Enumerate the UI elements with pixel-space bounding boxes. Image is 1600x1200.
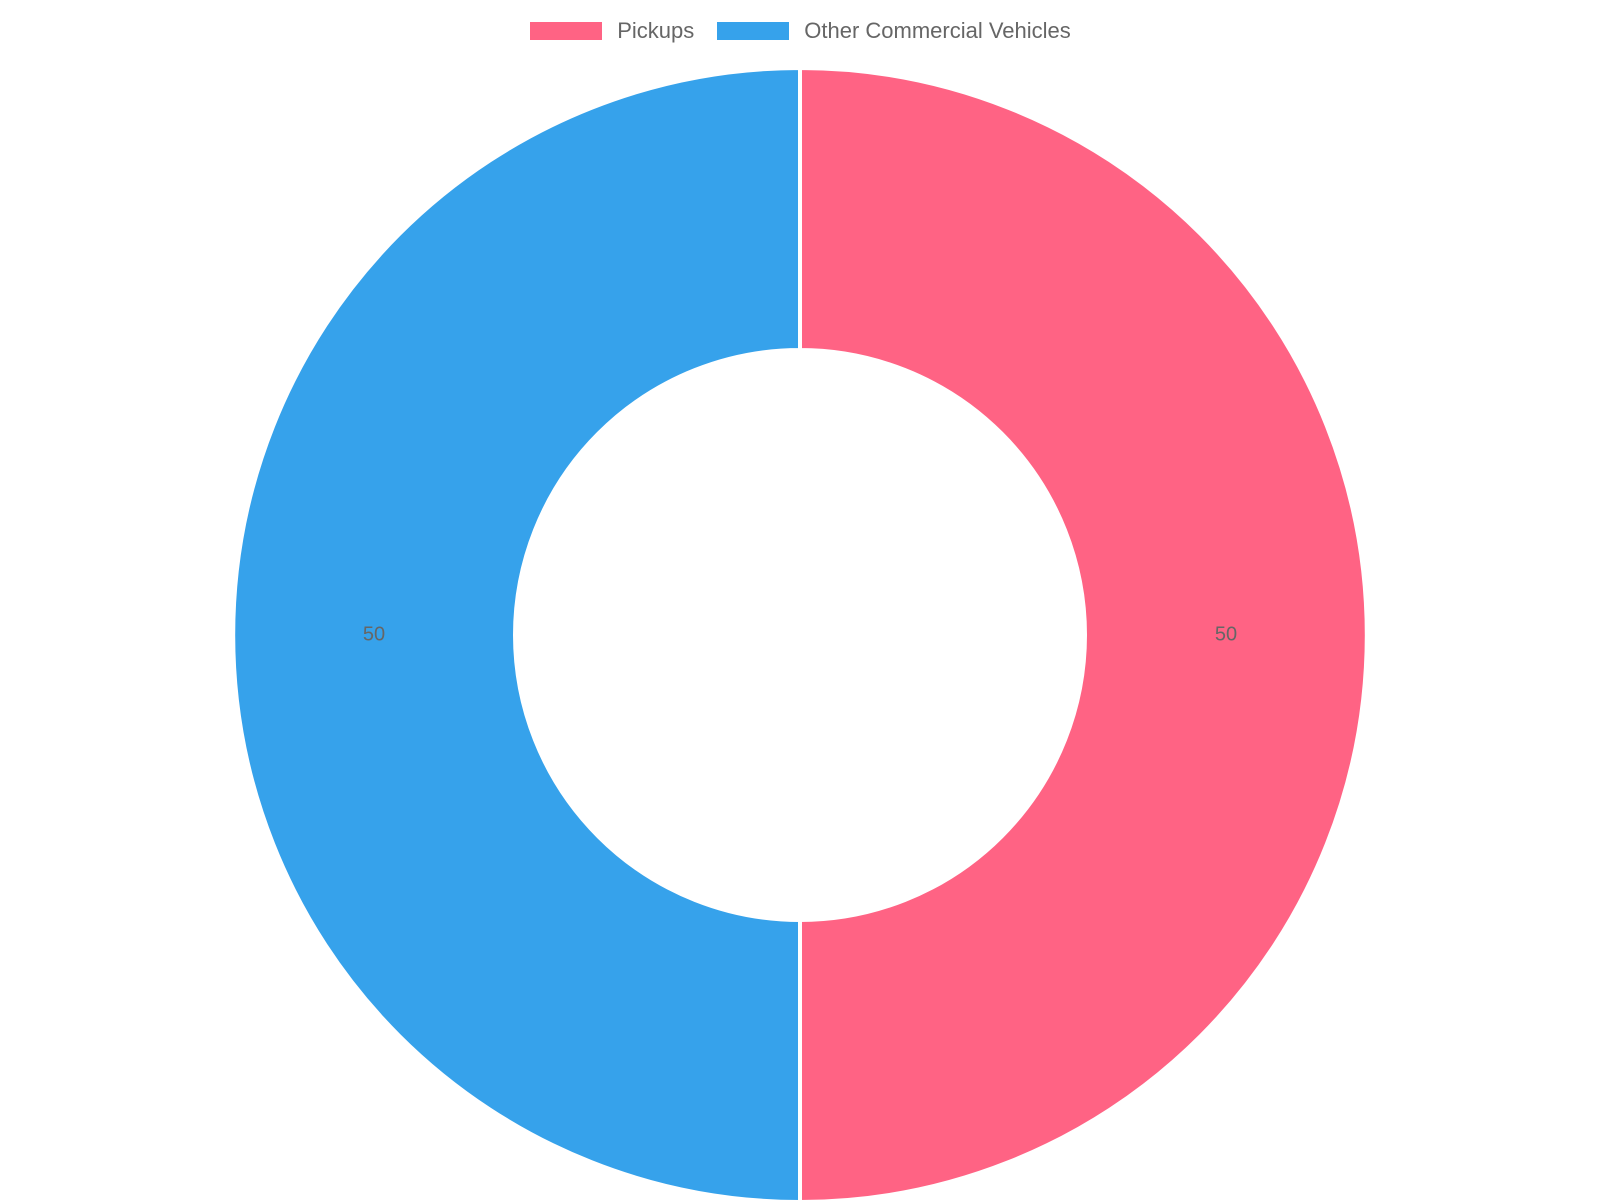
legend-label-pickups: Pickups — [617, 18, 695, 43]
slice-other-commercial-vehicles[interactable] — [231, 65, 802, 1200]
legend-item-pickups[interactable]: Pickups — [529, 18, 694, 44]
labels-group: 50 50 — [363, 623, 1237, 645]
slices-group — [231, 65, 1369, 1200]
legend-item-other-commercial-vehicles[interactable]: Other Commercial Vehicles — [716, 18, 1071, 44]
chart-legend: Pickups Other Commercial Vehicles — [0, 18, 1600, 44]
slice-pickups[interactable] — [798, 65, 1369, 1200]
data-label-pickups: 50 — [1215, 623, 1237, 645]
legend-swatch-other-commercial-vehicles — [716, 21, 791, 41]
legend-label-other-commercial-vehicles: Other Commercial Vehicles — [804, 18, 1071, 43]
data-label-other-commercial-vehicles: 50 — [363, 623, 385, 645]
legend-swatch-pickups — [529, 21, 604, 41]
